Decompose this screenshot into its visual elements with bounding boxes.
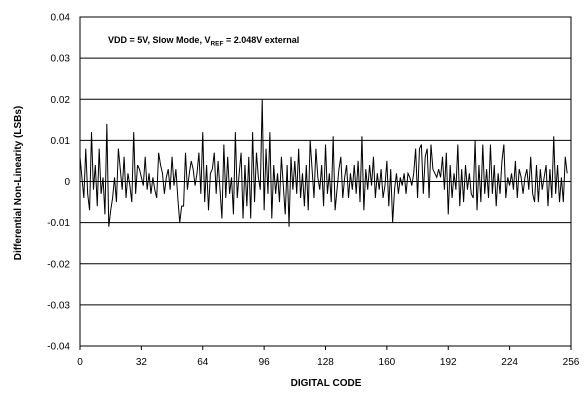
x-tick-label: 128	[317, 357, 334, 368]
y-tick-label: 0.03	[51, 54, 71, 65]
y-tick-label: 0.04	[51, 13, 71, 24]
y-tick-label: -0.01	[47, 218, 70, 229]
y-tick-label: -0.03	[47, 300, 70, 311]
x-tick-label: 0	[77, 357, 83, 368]
y-tick-label: 0.02	[51, 95, 71, 106]
y-tick-label: 0.01	[51, 136, 71, 147]
y-axis-title: Differential Non-Linearity (LSBs)	[13, 106, 24, 260]
x-tick-marks	[79, 346, 572, 350]
x-axis-title: DIGITAL CODE	[291, 378, 362, 389]
x-tick-label: 256	[563, 357, 580, 368]
x-tick-label: 96	[259, 357, 271, 368]
x-tick-labels: 0 32 64 96 128 160 192 224 256	[77, 357, 580, 368]
x-tick-label: 192	[440, 357, 457, 368]
y-tick-label: 0	[64, 177, 70, 188]
x-tick-label: 224	[501, 357, 518, 368]
conditions-annotation: VDD = 5V, Slow Mode, VREF = 2.048V exter…	[108, 35, 299, 48]
y-tick-label: -0.02	[47, 259, 70, 270]
dnl-series-line	[79, 99, 568, 227]
y-tick-label: -0.04	[47, 342, 70, 353]
y-tick-labels: -0.04 -0.03 -0.02 -0.01 0 0.01 0.02 0.03 0.04	[47, 13, 70, 353]
x-tick-label: 160	[379, 357, 396, 368]
x-tick-label: 32	[136, 357, 148, 368]
x-tick-label: 64	[197, 357, 209, 368]
